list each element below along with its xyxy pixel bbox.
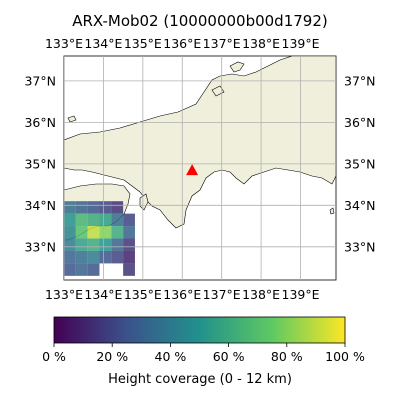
land-oki-island [67,115,77,123]
land-izu-island [329,207,335,215]
lat-tick-labels-right: 33°N 34°N 35°N 36°N 37°N [344,73,376,254]
coverage-cell [64,213,76,227]
coverage-cell [87,201,100,214]
colorbar-label: Height coverage (0 - 12 km) [108,372,292,387]
coverage-grid [64,201,135,276]
coverage-cell [75,213,88,227]
coverage-cell [123,226,135,239]
lon-tick-label-bottom: 136°E [163,287,201,302]
lon-tick-label-bottom: 137°E [203,287,241,302]
land-honshu [64,56,336,229]
coverage-cell [99,213,112,227]
coverage-cell [64,263,76,276]
coverage-cell [75,238,88,251]
lat-tick-label-right: 37°N [344,73,376,88]
lon-tick-label-bottom: 139°E [282,287,320,302]
coverage-cell [111,226,124,239]
coverage-cell [123,250,135,264]
lon-tick-labels-top: 133°E 134°E 135°E 136°E 137°E 138°E 139°E [45,36,320,51]
lon-tick-label-top: 133°E [45,36,83,51]
lon-tick-label-bottom: 135°E [124,287,162,302]
colorbar-ticks: 0 % 20 % 40 % 60 % 80 % 100 % [42,343,365,364]
coverage-cell [111,201,124,214]
coverage-cell [64,250,76,264]
coverage-cell [87,238,100,251]
lat-tick-labels-left: 33°N 34°N 35°N 36°N 37°N [24,73,56,254]
coverage-cell [123,238,135,251]
lat-tick-label-right: 36°N [344,115,376,130]
colorbar-tick-label: 40 % [155,349,187,364]
colorbar-tick-label: 0 % [42,349,66,364]
colorbar-tick-label: 80 % [271,349,303,364]
lon-tick-label-bottom: 134°E [84,287,122,302]
coverage-cell [64,238,76,251]
lat-tick-label-right: 35°N [344,156,376,171]
lat-tick-label-right: 33°N [344,239,376,254]
colorbar-tick-label: 60 % [213,349,245,364]
coverage-cell [111,250,124,264]
coverage-cell [99,250,112,264]
colorbar: 0 % 20 % 40 % 60 % 80 % 100 % Height coverage… [42,316,365,387]
gridlines [64,56,336,280]
lon-tick-label-top: 136°E [163,36,201,51]
coverage-cell [75,263,88,276]
lon-tick-label-bottom: 138°E [242,287,280,302]
coverage-cell [87,250,100,264]
colorbar-tick-label: 100 % [325,349,365,364]
coverage-cell [75,226,88,239]
lat-tick-label-left: 33°N [24,239,56,254]
lat-tick-label-left: 36°N [24,115,56,130]
coverage-cell [99,226,112,239]
coverage-cell [75,250,88,264]
lat-tick-label-left: 34°N [24,198,56,213]
lat-tick-label-left: 37°N [24,73,56,88]
coverage-cell [111,238,124,251]
coverage-cell [64,201,76,214]
colorbar-tick-label: 20 % [96,349,128,364]
coverage-cell [99,201,112,214]
land-awaji [139,193,149,211]
map-title: ARX-Mob02 (10000000b00d1792) [72,12,327,30]
station-triangle-icon [186,164,199,176]
coverage-cell [123,263,135,276]
coverage-cell [99,238,112,251]
land-noto-tip [211,85,225,97]
lon-tick-label-top: 138°E [242,36,280,51]
lon-tick-label-top: 137°E [203,36,241,51]
lat-tick-label-right: 34°N [344,198,376,213]
lat-tick-label-left: 35°N [24,156,56,171]
colorbar-bar [53,316,346,344]
lon-tick-labels-bottom: 133°E 134°E 135°E 136°E 137°E 138°E 139°E [45,287,320,302]
lon-tick-label-top: 134°E [84,36,122,51]
coverage-cell [64,226,76,239]
lon-tick-label-top: 139°E [282,36,320,51]
coverage-cell [75,201,88,214]
coverage-cell [87,213,100,227]
coverage-cell [87,226,100,239]
lon-tick-label-top: 135°E [124,36,162,51]
lon-tick-label-bottom: 133°E [45,287,83,302]
map-frame [63,55,337,281]
coverage-cell [123,213,135,227]
land-sado-island [229,61,245,73]
coverage-cell [87,263,100,276]
coverage-cell [111,213,124,227]
